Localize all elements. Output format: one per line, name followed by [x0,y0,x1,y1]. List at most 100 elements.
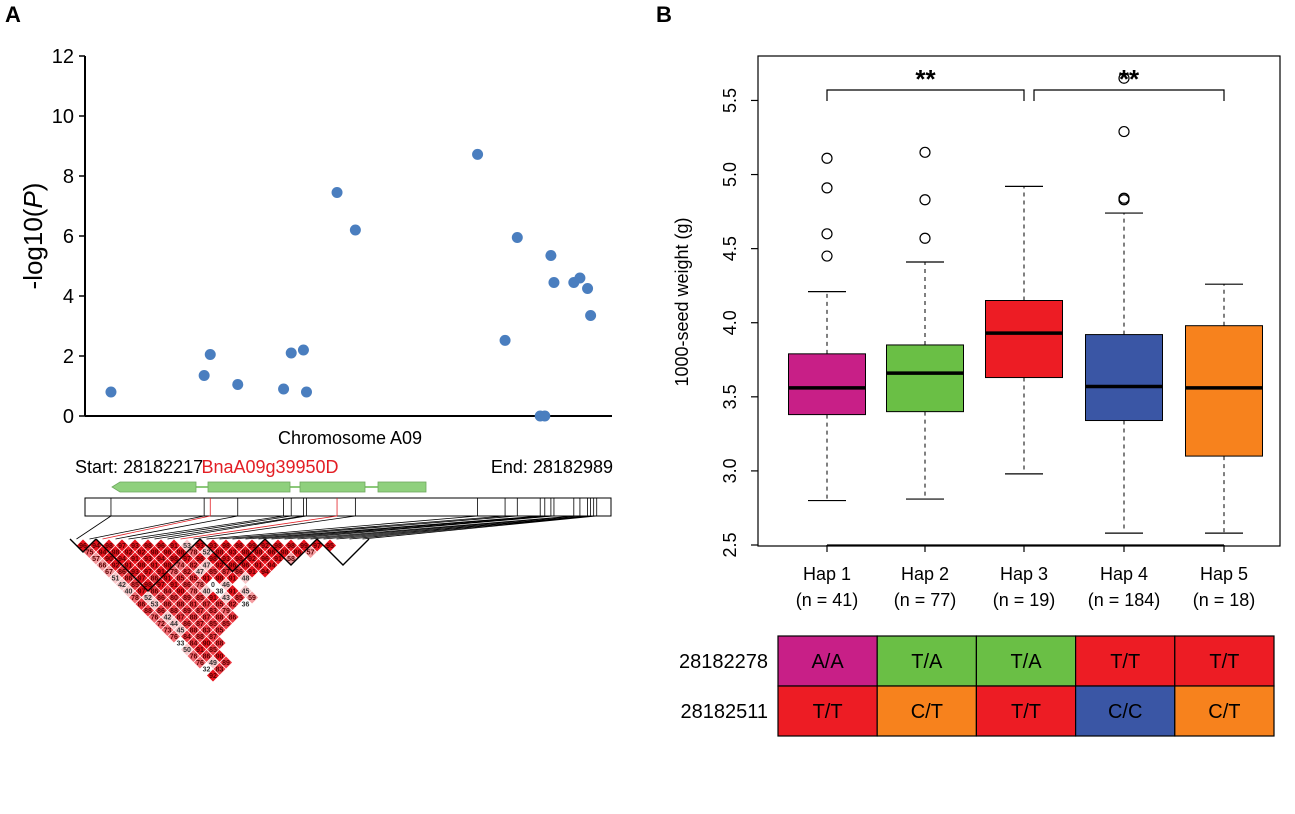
outlier-point [821,228,833,240]
ld-value: 86 [118,569,126,576]
ld-value: 85 [190,575,198,582]
ld-value: 98 [144,582,152,589]
ld-value: 96 [268,549,276,556]
snp-position-map [76,497,612,540]
ld-value: 52 [203,549,211,556]
ld-value: 98 [170,556,178,563]
ld-value: 85 [209,647,217,654]
a-y-tick-label: 4 [63,286,74,308]
ld-value: 98 [242,549,250,556]
ld-value: 66 [99,562,107,569]
ld-value: 98 [177,549,185,556]
ld-value: 48 [242,575,250,582]
a-y-tick-label: 6 [63,226,74,248]
snp-point [285,347,297,359]
snp-connector [89,515,205,540]
snp-point [278,383,290,395]
ld-value: 88 [190,627,198,634]
snp-connector [232,515,518,540]
ld-value: 88 [144,608,152,615]
ld-value: 87 [203,614,211,621]
ld-value: 93 [131,569,139,576]
ld-value: 85 [216,601,224,608]
ld-block-outline [316,538,370,566]
ld-value: 98 [274,543,282,550]
ld-value: 88 [196,634,204,641]
snp-connector [219,515,506,540]
ld-value: 85 [177,575,185,582]
ld-value: 93 [131,543,139,550]
ld-value: 75 [86,549,94,556]
ld-value: 87 [196,621,204,628]
snp-connector [167,515,307,540]
b-plot-frame [757,55,1281,547]
ld-value: 80 [170,595,178,602]
ld-value: 85 [196,595,204,602]
outlier-point [821,182,833,194]
ld-value: 52 [144,595,152,602]
ld-value: 98 [151,549,159,556]
ld-value: 42 [118,582,126,589]
ld-value: 97 [183,556,191,563]
ld-value: 38 [216,588,224,595]
ld-value: 91 [248,569,256,576]
outlier-point [1118,72,1130,84]
haplotype-cell [777,635,878,687]
ld-value: 93 [209,543,217,550]
gene-exon [377,481,427,493]
haplotype-cell [1174,685,1275,737]
haplotype-cell [1074,685,1176,737]
group-n-label: (n = 19) [993,590,1056,610]
ld-value: 89 [183,608,191,615]
a-y-tick-label: 12 [52,46,74,68]
ld-value: 90 [203,640,211,647]
ld-value: 58 [287,556,295,563]
ld-value: 74 [177,562,185,569]
haplotype-cell [777,685,878,737]
snp-connector [297,515,574,540]
snp-connector [180,515,338,540]
snp-connector [362,515,597,540]
ld-value: 97 [118,543,126,550]
ld-value: 86 [157,595,165,602]
snp-connector [245,515,541,540]
ld-value: 85 [209,569,217,576]
ld-value: 76 [170,634,178,641]
ld-value: 98 [164,562,172,569]
snp-connector [323,515,588,540]
snp-row-label: 28182511 [681,701,769,723]
ld-value: 78 [196,582,204,589]
snp-row-label: 28182278 [679,651,768,673]
gene-end-label: End: 28182989 [491,457,613,477]
ld-value: 51 [112,575,120,582]
ld-value: 88 [170,608,178,615]
ld-value: 86 [151,575,159,582]
ld-value: 90 [105,556,113,563]
ld-value: 76 [151,614,159,621]
ld-value: 78 [170,569,178,576]
ld-value: 78 [190,549,198,556]
ld-value: 98 [216,575,224,582]
ld-value: 91 [203,575,211,582]
ld-value: 72 [157,621,165,628]
ld-value: 36 [242,601,250,608]
ld-value: 94 [157,556,165,563]
ld-value: 76 [196,660,204,667]
ld-value: 82 [229,601,237,608]
ld-value: 92 [209,673,217,680]
ld-value: 53 [183,543,191,550]
ld-value: 40 [125,588,133,595]
ld-value: 86 [157,608,165,615]
snp-point [545,250,557,261]
ld-value: 85 [222,621,230,628]
ld-block-outline [199,538,266,573]
ld-value: 97 [157,582,165,589]
snp-point [499,334,511,346]
snp-point [300,386,312,398]
a-y-tick-label: 8 [63,166,74,188]
ld-value: 94 [118,556,126,563]
snp-connector [206,515,478,540]
ld-value: 91 [131,556,139,563]
ld-value: 94 [261,569,269,576]
b-y-tick-label: 5.5 [720,88,740,113]
